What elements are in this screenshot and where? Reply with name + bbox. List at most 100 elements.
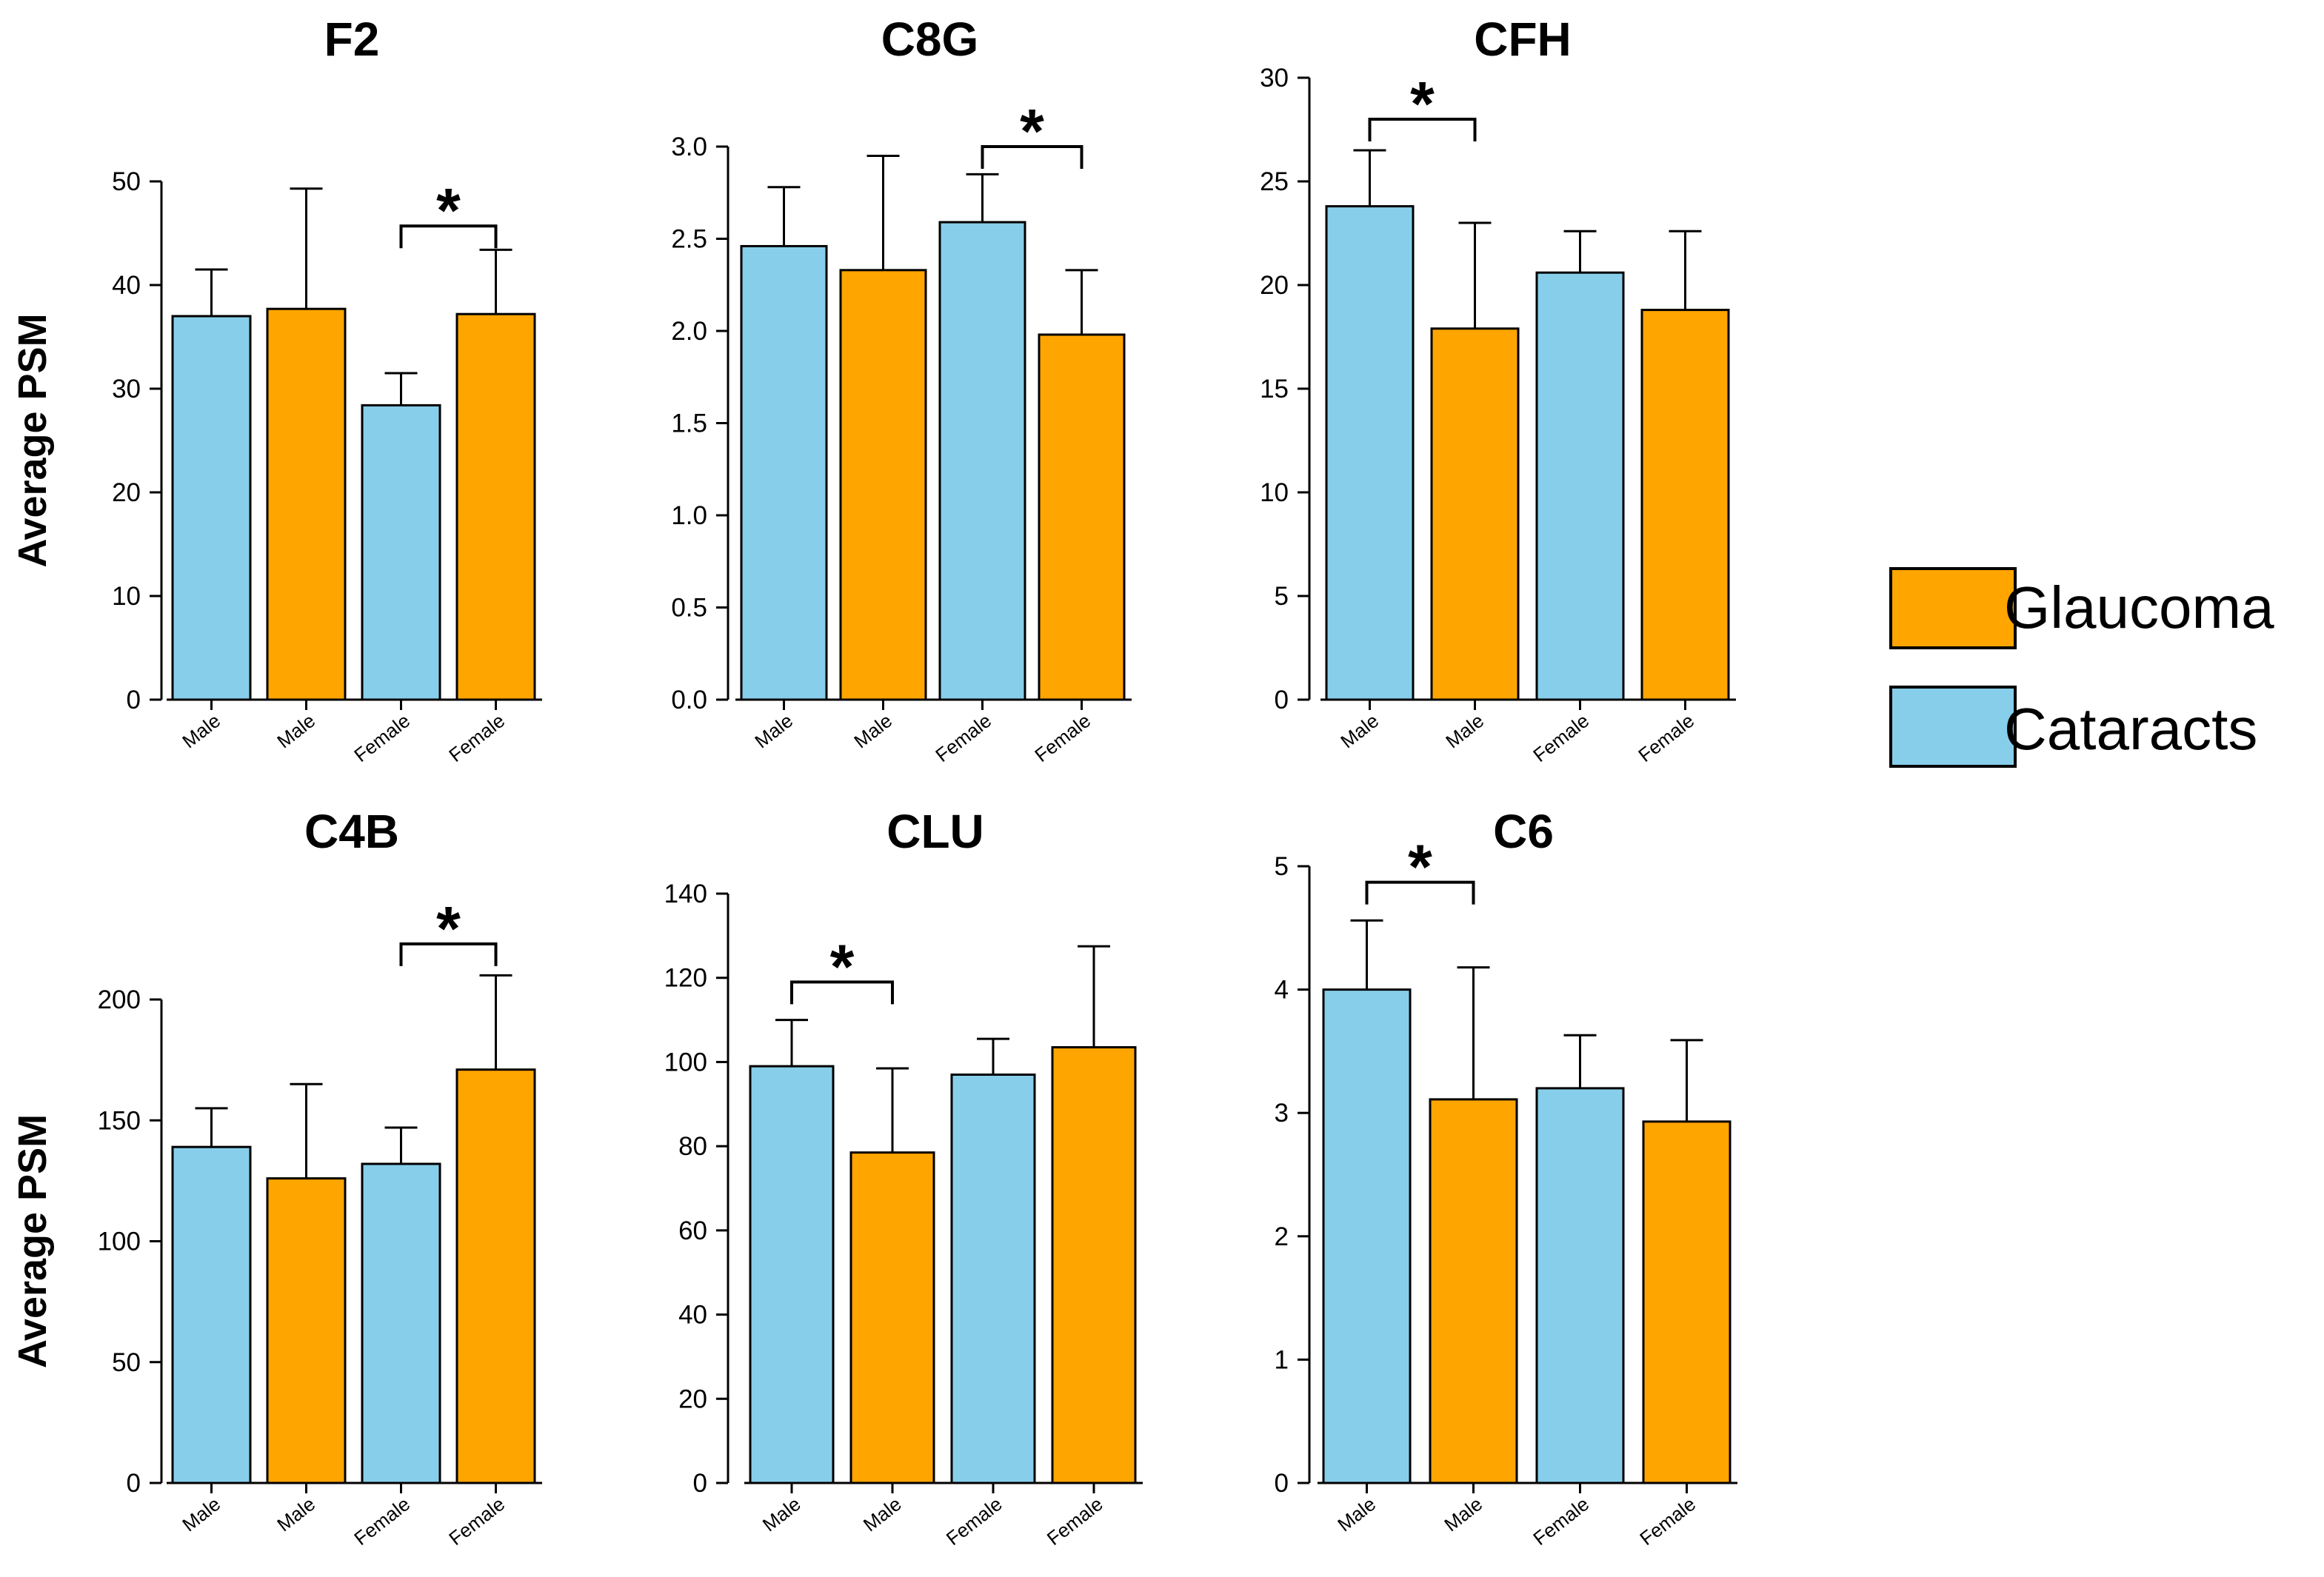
y-tick-label: 0.0: [671, 686, 707, 714]
y-tick-label: 50: [112, 1348, 141, 1377]
significance-star: *: [1020, 96, 1044, 166]
x-tick-label: Male: [1333, 1493, 1380, 1536]
y-tick-label: 1.5: [671, 409, 707, 438]
y-tick-label: 200: [98, 985, 141, 1014]
y-tick-label: 0: [127, 686, 141, 714]
x-tick-label: Female: [931, 709, 995, 766]
bar-cataracts-female: [1535, 1087, 1625, 1484]
bar-cataracts-female: [361, 1162, 441, 1484]
chart-panel-f2: F2 Average PSM 0 10 20 30 40 50 Male Male Female Fe…: [10, 13, 542, 766]
x-tick-label: Female: [942, 1493, 1006, 1550]
y-tick-label: 0: [1275, 686, 1289, 714]
bar-glaucoma-male: [266, 307, 347, 701]
y-tick-label: 40: [112, 271, 141, 300]
x-tick-label: Female: [350, 709, 414, 766]
y-tick-label: 60: [678, 1216, 707, 1245]
chart-panel-cfh: CFH 0 5 10 15 20 25 30 Male Male Female Female *: [1260, 13, 1736, 766]
bar-cataracts-female: [938, 221, 1026, 701]
significance-bracket: [981, 145, 1083, 169]
x-tick-label: Female: [1635, 1493, 1700, 1550]
chart-title: C4B: [304, 805, 399, 858]
x-tick-label: Male: [178, 709, 224, 752]
bar-cataracts-female: [950, 1073, 1036, 1484]
y-tick-label: 0: [693, 1469, 707, 1498]
legend-label-glaucoma: Glaucoma: [2004, 575, 2274, 640]
significance-bracket: [399, 224, 498, 249]
x-tick-label: Male: [1336, 709, 1383, 752]
y-tick-label: 140: [664, 880, 707, 908]
chart-title: F2: [324, 13, 380, 66]
significance-star: *: [436, 894, 461, 963]
y-tick-label: 1.0: [671, 501, 707, 530]
y-tick-label: 0.5: [671, 594, 707, 623]
x-tick-label: Male: [273, 1493, 319, 1536]
bar-cataracts-female: [1535, 271, 1625, 701]
bar-glaucoma-female: [1051, 1046, 1137, 1484]
legend-swatch-cataracts: [1889, 686, 2017, 768]
bar-cataracts-male: [1322, 988, 1412, 1484]
bar-cataracts-male: [171, 1145, 252, 1484]
y-tick-label: 50: [112, 167, 141, 196]
y-tick-label: 4: [1275, 976, 1289, 1005]
bar-glaucoma-female: [455, 1068, 536, 1484]
x-tick-label: Male: [750, 709, 797, 752]
y-tick-label: 5: [1275, 582, 1289, 611]
chart-panel-c8g: C8G 0.0 0.5 1.0 1.5 2.0 2.5 3.0 Male Male Female Fe…: [671, 13, 1132, 766]
y-tick-label: 0: [1275, 1469, 1289, 1498]
significance-star: *: [1410, 69, 1435, 138]
bar-cataracts-male: [1325, 205, 1415, 701]
x-tick-label: Female: [444, 709, 509, 766]
y-tick-label: 150: [98, 1106, 141, 1135]
y-tick-label: 25: [1260, 167, 1289, 196]
y-tick-label: 30: [112, 375, 141, 404]
significance-bracket: [1368, 118, 1477, 141]
chart-title: CLU: [886, 805, 984, 858]
y-tick-label: 3.0: [671, 133, 707, 161]
y-tick-label: 2.0: [671, 317, 707, 346]
y-tick-label: 20: [1260, 271, 1289, 300]
y-tick-label: 30: [1260, 64, 1289, 93]
x-tick-label: Male: [859, 1493, 906, 1536]
bar-glaucoma-female: [1642, 1120, 1732, 1484]
chart-panel-c6: C6 0 1 2 3 4 5 Male Male Female Female *: [1275, 805, 1737, 1550]
x-tick-label: Male: [178, 1493, 224, 1536]
significance-bracket: [399, 942, 498, 966]
y-tick-label: 5: [1275, 852, 1289, 881]
significance-bracket: [1365, 880, 1475, 905]
y-tick-label: 3: [1275, 1099, 1289, 1128]
chart-panel-c4b: C4B Average PSM 0 50 100 150 200 Male Male Female…: [10, 805, 542, 1550]
legend-label-cataracts: Cataracts: [2004, 696, 2257, 762]
chart-title: C8G: [881, 13, 979, 66]
y-tick-label: 1: [1275, 1345, 1289, 1374]
y-tick-label: 15: [1260, 375, 1289, 404]
bar-glaucoma-male: [839, 269, 927, 701]
significance-star: *: [1408, 832, 1432, 902]
y-tick-label: 20: [112, 478, 141, 507]
x-tick-label: Male: [1441, 709, 1488, 752]
y-tick-label: 80: [678, 1132, 707, 1161]
y-tick-label: 0: [127, 1469, 141, 1498]
y-tick-label: 120: [664, 964, 707, 993]
y-tick-label: 2.5: [671, 225, 707, 254]
x-tick-label: Female: [350, 1493, 414, 1550]
y-axis-label: Average PSM: [10, 313, 55, 567]
y-axis-label: Average PSM: [10, 1114, 55, 1368]
bar-glaucoma-female: [1038, 333, 1126, 701]
bar-glaucoma-male: [266, 1177, 347, 1484]
x-tick-label: Male: [758, 1493, 805, 1536]
x-tick-label: Female: [1030, 709, 1095, 766]
bar-glaucoma-male: [849, 1151, 935, 1484]
legend-swatch-glaucoma: [1889, 567, 2017, 649]
x-tick-label: Female: [1634, 709, 1698, 766]
bar-glaucoma-female: [455, 312, 536, 701]
significance-star: *: [436, 175, 461, 245]
bar-glaucoma-male: [1429, 1098, 1518, 1484]
significance-bracket: [790, 980, 894, 1005]
y-tick-label: 20: [678, 1385, 707, 1413]
significance-star: *: [830, 931, 855, 1001]
x-tick-label: Male: [849, 709, 896, 752]
y-tick-label: 40: [678, 1301, 707, 1330]
y-tick-label: 2: [1275, 1222, 1289, 1251]
